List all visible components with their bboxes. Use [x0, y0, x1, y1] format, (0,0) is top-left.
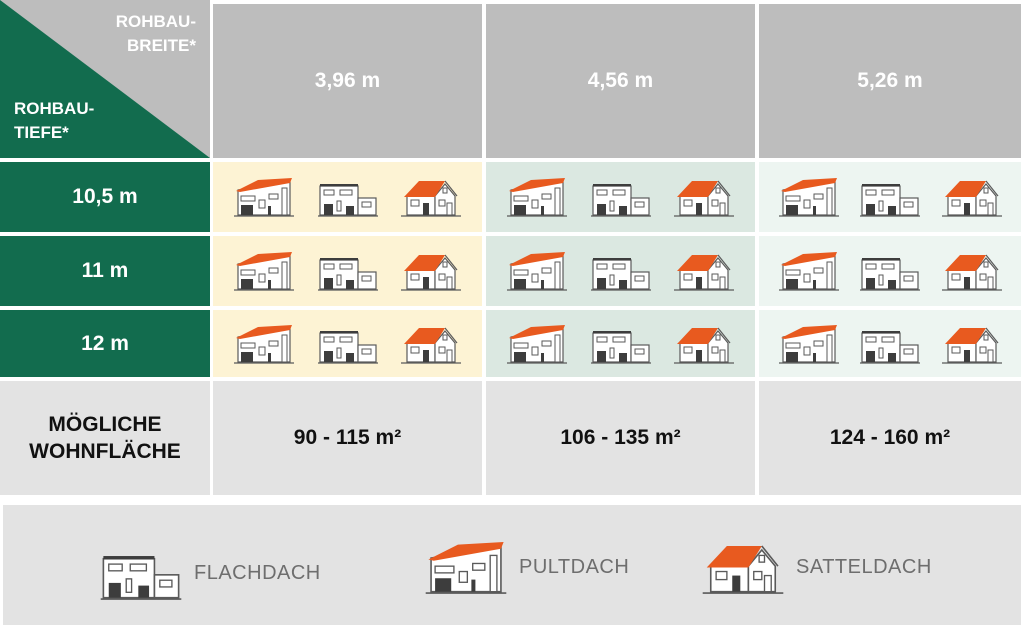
- flachdach-icon: [858, 176, 922, 218]
- house-cell-r2-c1: [213, 236, 482, 306]
- living-area-label: MÖGLICHE WOHNFLÄCHE: [0, 381, 210, 495]
- pultdach-icon: [777, 250, 841, 292]
- pultdach-icon: [232, 176, 296, 218]
- satteldach-icon: [940, 176, 1004, 218]
- satteldach-icon: [700, 539, 786, 596]
- legend-item-pultdach: PULTDACH: [423, 539, 629, 596]
- flachdach-icon: [589, 323, 653, 365]
- satteldach-icon: [399, 250, 463, 292]
- corner-header: ROHBAU- BREITE* ROHBAU- TIEFE*: [0, 0, 210, 158]
- satteldach-icon: [672, 250, 736, 292]
- house-cell-r1-c2: [486, 162, 755, 232]
- width-header-1: 3,96 m: [213, 4, 482, 158]
- width-header-2: 4,56 m: [486, 4, 755, 158]
- legend: FLACHDACH PULTDACH SATTELDACH: [3, 505, 1021, 625]
- pultdach-icon: [232, 250, 296, 292]
- pultdach-icon: [505, 323, 569, 365]
- depth-header-2: 11 m: [0, 236, 210, 306]
- house-cell-r2-c3: [759, 236, 1021, 306]
- living-area-value-2: 106 - 135 m²: [486, 381, 755, 495]
- house-cell-r1-c3: [759, 162, 1021, 232]
- depth-axis-label: ROHBAU- TIEFE*: [14, 99, 95, 142]
- house-cell-r1-c1: [213, 162, 482, 232]
- flachdach-icon: [589, 176, 653, 218]
- living-area-value-3: 124 - 160 m²: [759, 381, 1021, 495]
- flachdach-icon: [98, 545, 184, 602]
- legend-item-satteldach: SATTELDACH: [700, 539, 932, 596]
- pultdach-icon: [777, 323, 841, 365]
- legend-label: PULTDACH: [519, 556, 630, 578]
- pultdach-icon: [505, 176, 569, 218]
- flachdach-icon: [589, 250, 653, 292]
- pultdach-icon: [423, 539, 509, 596]
- legend-label: FLACHDACH: [194, 562, 321, 584]
- satteldach-icon: [672, 323, 736, 365]
- depth-header-3: 12 m: [0, 310, 210, 377]
- pultdach-icon: [777, 176, 841, 218]
- flachdach-icon: [858, 323, 922, 365]
- flachdach-icon: [316, 250, 380, 292]
- satteldach-icon: [399, 323, 463, 365]
- legend-label: SATTELDACH: [796, 556, 932, 578]
- pultdach-icon: [232, 323, 296, 365]
- satteldach-icon: [672, 176, 736, 218]
- flachdach-icon: [858, 250, 922, 292]
- corner-diagonal: [0, 0, 210, 158]
- pultdach-icon: [505, 250, 569, 292]
- width-header-3: 5,26 m: [759, 4, 1021, 158]
- house-cell-r2-c2: [486, 236, 755, 306]
- satteldach-icon: [940, 323, 1004, 365]
- width-axis-label: ROHBAU- BREITE*: [115, 12, 196, 55]
- satteldach-icon: [399, 176, 463, 218]
- legend-item-flachdach: FLACHDACH: [98, 545, 321, 602]
- house-cell-r3-c1: [213, 310, 482, 377]
- living-area-value-1: 90 - 115 m²: [213, 381, 482, 495]
- house-cell-r3-c2: [486, 310, 755, 377]
- flachdach-icon: [316, 176, 380, 218]
- depth-header-1: 10,5 m: [0, 162, 210, 232]
- satteldach-icon: [940, 250, 1004, 292]
- house-cell-r3-c3: [759, 310, 1021, 377]
- flachdach-icon: [316, 323, 380, 365]
